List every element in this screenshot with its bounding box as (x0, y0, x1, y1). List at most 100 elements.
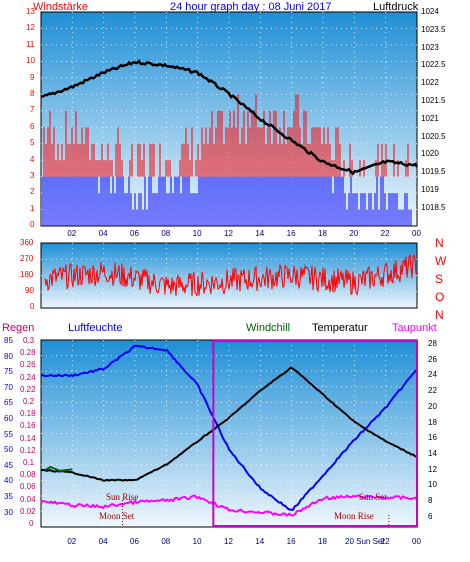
humidity-tick: 50 (4, 445, 13, 455)
compass-letter: O (435, 290, 445, 304)
moon-set-annotation: Moon Set (99, 511, 135, 521)
compass-letter: N (435, 308, 444, 322)
compass-letter: N (435, 236, 444, 250)
pressure-tick: 1021.5 (421, 96, 446, 105)
compass-letter: S (435, 272, 444, 286)
pressure-tick: 1019.5 (421, 167, 446, 177)
direction-line (44, 253, 418, 297)
wind-tick: 5 (30, 138, 35, 148)
time-tick: 10 (192, 537, 202, 546)
wind-tick: 4 (30, 154, 35, 164)
time-tick: 14 (255, 537, 265, 546)
rain-tick: 0.1 (23, 458, 35, 467)
pressure-tick: 1023 (421, 42, 439, 52)
time-tick: 06 (130, 537, 139, 546)
humidity-tick: 85 (4, 336, 13, 345)
pressure-tick: 1022 (421, 78, 439, 88)
humidity-tick: 55 (4, 429, 13, 439)
temperature-tick: 22 (428, 386, 437, 396)
rain-tick: 0.26 (20, 360, 36, 370)
wind-tick: 2 (30, 187, 35, 197)
time-tick: 22 (380, 537, 390, 546)
time-tick: 04 (98, 229, 108, 238)
wind-tick: 0 (30, 220, 35, 230)
humidity-tick: 75 (4, 367, 13, 377)
pressure-tick: 1020 (421, 149, 439, 159)
wind-tick: 10 (26, 56, 35, 66)
direction-tick: 90 (25, 286, 34, 295)
temperature-tick: 14 (428, 448, 437, 458)
temperature-tick: 10 (428, 480, 437, 490)
time-tick: 16 (286, 537, 296, 546)
wind-tick: 1 (30, 203, 35, 213)
time-tick: 14 (255, 229, 265, 238)
temperature-tick: 18 (428, 417, 437, 427)
time-tick: 20 (349, 229, 359, 238)
time-tick: 16 (286, 229, 296, 238)
time-tick: 18 (318, 537, 327, 546)
pressure-tick: 1021 (421, 113, 439, 123)
direction-tick: 360 (20, 238, 34, 247)
rain-tick: 0.08 (20, 470, 36, 480)
humidity-line (40, 344, 418, 511)
temperature-tick: 12 (428, 464, 437, 474)
time-tick: 00 (412, 229, 421, 238)
rain-tick: 0.24 (20, 372, 36, 382)
graph-title: 24 hour graph day : 08 Juni 2017 (170, 1, 332, 13)
moon-rise-annotation: Moon Rise (334, 511, 374, 521)
time-tick: 10 (192, 229, 202, 238)
wind-tick: 8 (30, 89, 35, 98)
time-tick: 06 (130, 229, 139, 238)
humidity-tick: 45 (4, 460, 13, 470)
time-tick: 12 (224, 537, 233, 546)
rain-tick: 0.06 (20, 482, 36, 492)
rain-tick: 0.3 (23, 336, 35, 345)
pressure-line (40, 59, 418, 176)
temperature-line (40, 366, 418, 482)
pressure-tick: 1018.5 (421, 202, 446, 212)
humidity-tick: 35 (4, 492, 13, 501)
windchill-line (44, 465, 73, 472)
temperature-tick: 8 (428, 496, 433, 505)
rain-tick: 0.22 (20, 384, 36, 394)
temperature-tick: 28 (428, 339, 437, 348)
wind-tick: 7 (30, 105, 35, 115)
temperature-tick: 24 (428, 370, 437, 380)
direction-tick: 180 (20, 270, 34, 279)
rain-tick: 0.16 (20, 421, 36, 431)
wind-tick: 9 (30, 72, 35, 82)
wind-tick: 13 (26, 7, 35, 16)
sun-rise-annotation: Sun Rise (106, 492, 139, 502)
time-tick: 08 (161, 229, 171, 238)
temperature-tick: 6 (428, 511, 433, 521)
temperatur-label: Temperatur (312, 322, 368, 334)
rain-tick: 0.28 (20, 348, 36, 358)
rain-tick: 0.14 (20, 433, 36, 443)
time-tick: 18 (318, 229, 327, 238)
pressure-tick: 1019 (421, 185, 439, 194)
bottom-sun-set-marker: 20 Sun Set (345, 537, 385, 546)
time-tick: 12 (224, 229, 233, 238)
windstaerke-label: Windstärke (33, 1, 89, 13)
taupunkt-label: Taupunkt (392, 322, 437, 334)
humidity-tick: 40 (4, 476, 13, 486)
rain-tick: 0.04 (20, 494, 36, 504)
humidity-tick: 60 (4, 414, 13, 423)
direction-tick: 270 (20, 254, 34, 263)
time-tick: 04 (98, 537, 108, 546)
direction-tick: 0 (30, 302, 35, 311)
time-tick: 00 (412, 537, 421, 546)
wind-tick: 12 (26, 23, 35, 33)
temperature-tick: 16 (428, 433, 437, 443)
temperature-tick: 26 (428, 354, 437, 364)
rain-tick: 0.02 (20, 506, 36, 516)
wind-tick: 6 (30, 121, 35, 131)
sun-set-annotation: Sun Set (359, 492, 387, 502)
daylight-box (212, 340, 418, 527)
humidity-tick: 65 (4, 398, 13, 408)
regen-label: Regen (2, 322, 35, 334)
compass-letter: W (435, 254, 447, 268)
pressure-tick: 1023.5 (421, 24, 446, 34)
wind-tick: 11 (26, 39, 35, 49)
